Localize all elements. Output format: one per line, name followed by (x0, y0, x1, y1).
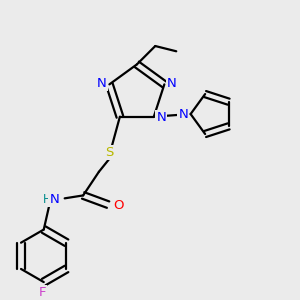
Text: N: N (178, 107, 188, 121)
Text: N: N (167, 76, 177, 90)
Text: N: N (156, 112, 166, 124)
Text: H: H (43, 193, 52, 206)
Text: F: F (39, 286, 46, 299)
Text: S: S (105, 146, 114, 159)
Text: N: N (50, 193, 59, 206)
Text: N: N (97, 76, 107, 90)
Text: O: O (113, 200, 123, 212)
